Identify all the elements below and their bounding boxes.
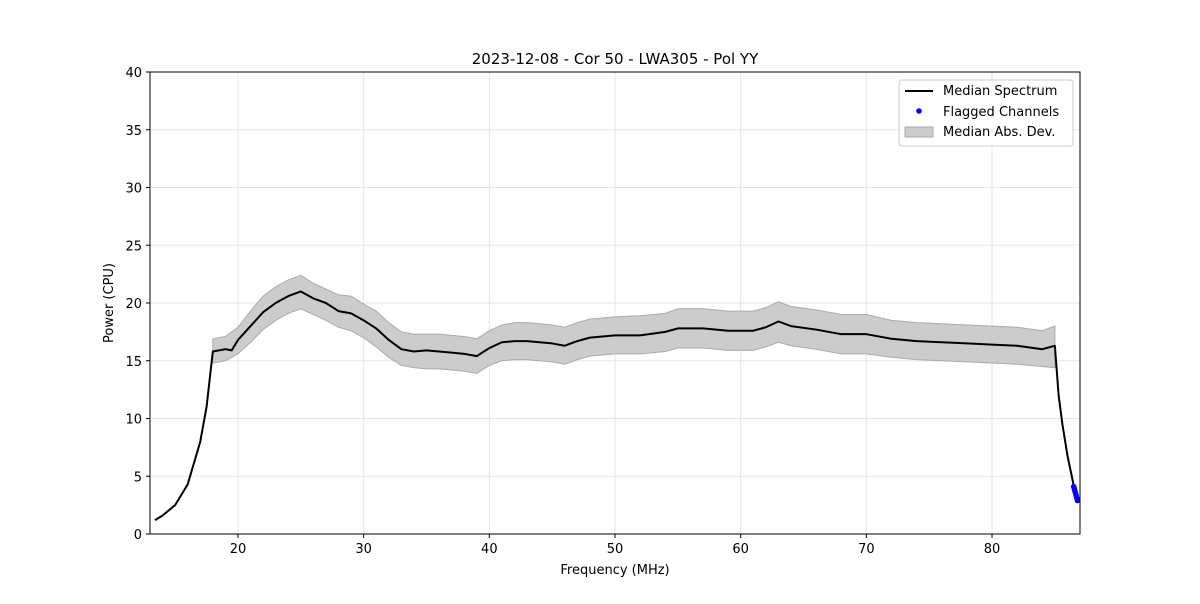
- median-spectrum-line: [154, 290, 1079, 521]
- y-tick-label: 40: [125, 66, 142, 81]
- y-tick-label: 20: [125, 297, 142, 312]
- axis-ticks: 20 30 40 50 60 70 80 0 5 10 15 20 25 30 35 40: [125, 66, 1000, 557]
- flagged-points-group: [1070, 483, 1081, 504]
- legend-flagged-swatch: [916, 108, 922, 114]
- flagged-channel-point: [1074, 497, 1081, 504]
- chart-title: 2023-12-08 - Cor 50 - LWA305 - Pol YY: [472, 50, 759, 68]
- x-tick-label: 30: [355, 542, 372, 557]
- y-tick-label: 0: [134, 528, 142, 543]
- legend-box: [898, 79, 1074, 147]
- x-tick-label: 60: [732, 542, 749, 557]
- x-axis-label: Frequency (MHz): [560, 563, 669, 578]
- y-tick-label: 25: [125, 239, 142, 254]
- median-line-group: [154, 290, 1079, 521]
- x-tick-label: 20: [230, 542, 247, 557]
- mad-band: [212, 274, 1056, 374]
- legend: Median Spectrum Flagged Channels Median …: [898, 79, 1074, 147]
- legend-median-label: Median Spectrum: [943, 84, 1057, 99]
- y-tick-label: 10: [125, 413, 142, 428]
- x-tick-label: 50: [607, 542, 624, 557]
- y-tick-label: 5: [134, 470, 142, 485]
- y-tick-label: 15: [125, 355, 142, 370]
- x-tick-label: 80: [984, 542, 1001, 557]
- x-tick-label: 40: [481, 542, 498, 557]
- x-tick-label: 70: [858, 542, 875, 557]
- y-tick-label: 30: [125, 182, 142, 197]
- legend-flagged-label: Flagged Channels: [943, 105, 1059, 120]
- mad-band-group: [212, 274, 1056, 374]
- legend-mad-swatch: [904, 126, 934, 138]
- legend-mad-label: Median Abs. Dev.: [943, 125, 1055, 140]
- y-tick-label: 35: [125, 124, 142, 139]
- y-axis-label: Power (CPU): [102, 263, 117, 343]
